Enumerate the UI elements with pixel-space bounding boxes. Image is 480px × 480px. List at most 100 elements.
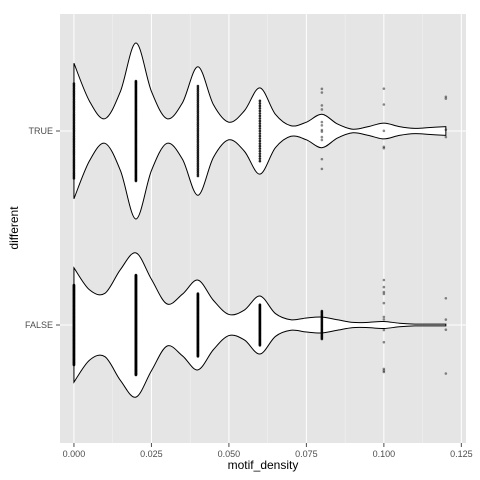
data-point xyxy=(444,95,448,99)
data-point xyxy=(382,328,386,332)
data-point xyxy=(258,117,262,120)
x-tick-label: 0.125 xyxy=(450,449,473,459)
data-point xyxy=(258,129,262,133)
data-point xyxy=(382,301,386,305)
data-point xyxy=(196,132,200,136)
data-point xyxy=(196,150,200,154)
data-point xyxy=(320,91,324,94)
data-point xyxy=(258,124,262,128)
data-point xyxy=(196,119,200,123)
data-point xyxy=(320,167,324,171)
data-point xyxy=(196,159,200,163)
data-point xyxy=(196,139,200,143)
data-point xyxy=(258,102,262,105)
data-point xyxy=(382,278,386,282)
data-point xyxy=(320,108,324,111)
data-point xyxy=(196,171,200,174)
data-point xyxy=(196,125,200,128)
data-point xyxy=(258,107,262,110)
data-point xyxy=(196,92,200,95)
data-point xyxy=(196,165,200,169)
data-point xyxy=(382,146,386,150)
data-point xyxy=(196,130,200,134)
data-point xyxy=(258,157,262,160)
data-point xyxy=(258,154,262,158)
data-point xyxy=(196,158,200,161)
data-point xyxy=(196,90,200,93)
data-point xyxy=(258,127,262,130)
data-point xyxy=(320,124,324,127)
data-point xyxy=(196,147,200,150)
data-point xyxy=(72,177,76,180)
x-tick-label: 0.075 xyxy=(295,449,318,459)
data-point xyxy=(196,128,200,132)
x-axis: 0.000 0.025 0.050 0.075 0.100 0.125 xyxy=(63,443,473,459)
data-point xyxy=(196,145,200,148)
data-point xyxy=(196,110,200,114)
data-point xyxy=(196,99,200,103)
data-point xyxy=(196,88,200,91)
data-point xyxy=(196,156,200,159)
data-point xyxy=(258,152,262,155)
data-point xyxy=(258,112,262,115)
data-point xyxy=(196,161,200,165)
data-point xyxy=(320,135,324,139)
data-point xyxy=(382,370,386,374)
x-tick-label: 0.000 xyxy=(63,449,86,459)
data-point xyxy=(258,137,262,140)
data-point xyxy=(196,134,200,137)
data-point xyxy=(382,292,386,296)
y-tick-label: FALSE xyxy=(25,320,53,330)
y-tick-label: TRUE xyxy=(29,126,54,136)
data-point xyxy=(196,152,200,156)
data-point xyxy=(258,99,262,103)
data-point xyxy=(196,137,200,141)
data-point xyxy=(196,169,200,172)
x-tick-label: 0.025 xyxy=(140,449,163,459)
y-axis: FALSE TRUE xyxy=(25,126,60,330)
data-point xyxy=(196,93,200,97)
x-axis-title: motif_density xyxy=(228,458,299,472)
data-point xyxy=(258,149,262,153)
data-point xyxy=(196,115,200,119)
data-point xyxy=(320,87,324,91)
data-point xyxy=(196,95,200,99)
data-point xyxy=(258,119,262,123)
data-point xyxy=(444,318,448,321)
data-point xyxy=(382,103,386,106)
x-tick-label: 0.050 xyxy=(218,449,241,459)
data-point xyxy=(320,128,324,132)
data-point xyxy=(382,87,386,90)
data-point xyxy=(196,104,200,108)
data-point xyxy=(196,97,200,101)
data-point xyxy=(258,104,262,108)
data-point xyxy=(196,143,200,147)
data-point xyxy=(196,126,200,130)
data-point xyxy=(444,128,448,132)
data-point xyxy=(444,372,448,375)
data-point xyxy=(320,104,324,107)
data-point xyxy=(196,154,200,158)
data-point xyxy=(320,157,324,161)
data-point xyxy=(382,285,386,289)
data-point xyxy=(196,101,200,104)
data-point xyxy=(320,337,324,341)
data-point xyxy=(258,147,262,150)
data-point xyxy=(196,103,200,106)
data-point xyxy=(444,296,448,300)
data-point xyxy=(134,373,138,377)
data-point xyxy=(320,120,324,124)
data-point xyxy=(258,134,262,138)
data-point xyxy=(382,129,386,133)
data-point xyxy=(258,144,262,148)
data-point xyxy=(196,141,200,145)
data-point xyxy=(134,179,138,183)
data-point xyxy=(196,136,200,139)
x-tick-label: 0.100 xyxy=(373,449,396,459)
data-point xyxy=(196,108,200,112)
data-point xyxy=(382,367,386,371)
data-point xyxy=(258,139,262,143)
data-point xyxy=(196,106,200,110)
data-point xyxy=(196,172,200,176)
data-point xyxy=(196,114,200,117)
